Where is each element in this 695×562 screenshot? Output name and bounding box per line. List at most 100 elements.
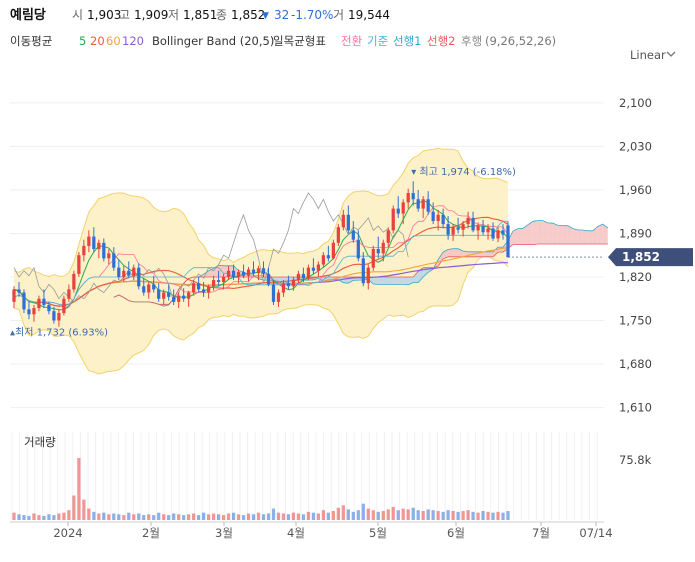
candle[interactable] [122,265,126,282]
candle[interactable] [471,211,475,233]
candle[interactable] [226,265,231,281]
candle[interactable] [162,289,166,305]
candle[interactable] [137,263,141,290]
candle[interactable] [431,202,435,225]
candle[interactable] [147,281,151,299]
candle[interactable] [77,252,81,277]
candle[interactable] [356,230,360,262]
candle[interactable] [306,264,311,281]
candle[interactable] [441,208,445,229]
candle[interactable] [351,221,355,243]
candle[interactable] [456,217,460,234]
candle[interactable] [67,284,71,302]
candle[interactable] [102,238,106,262]
candle[interactable] [486,224,490,240]
candle[interactable] [266,267,271,287]
candle[interactable] [301,267,306,282]
candle[interactable] [496,227,500,243]
candle[interactable] [172,289,176,305]
candle[interactable] [361,252,365,287]
candle[interactable] [311,258,316,274]
candle[interactable] [376,236,380,259]
candle[interactable] [316,261,321,277]
chevron-down-icon[interactable] [666,51,676,57]
candle[interactable] [22,289,26,314]
candle[interactable] [321,252,325,268]
candle[interactable] [112,247,116,271]
candle[interactable] [366,264,370,290]
candle[interactable] [466,211,470,229]
candle[interactable] [401,199,405,225]
candle[interactable] [446,216,450,240]
candle[interactable] [476,222,480,240]
candlestick-series[interactable] [12,181,510,327]
candle[interactable] [371,245,375,271]
candle[interactable] [331,239,335,260]
candle[interactable] [426,191,430,215]
candle[interactable] [256,265,261,281]
candle[interactable] [142,278,146,296]
candle[interactable] [241,264,246,279]
candle[interactable] [117,259,121,281]
bollinger-label[interactable]: Bollinger Band (20,5) [152,34,274,48]
candle[interactable] [221,273,226,290]
candle[interactable] [107,249,111,265]
candle[interactable] [82,239,86,262]
scale-selector-label[interactable]: Linear [630,48,666,62]
ma-60-label[interactable]: 60 [106,34,121,48]
candle[interactable] [391,205,395,234]
candle[interactable] [421,196,425,218]
candle[interactable] [291,276,296,291]
candle[interactable] [346,205,350,234]
candle[interactable] [436,209,440,231]
candle[interactable] [406,188,410,209]
candle[interactable] [381,239,385,262]
candle[interactable] [481,219,485,235]
candle[interactable] [62,295,66,316]
candle[interactable] [341,209,345,231]
candle[interactable] [152,275,156,293]
candle[interactable] [97,239,101,259]
candle[interactable] [32,304,36,322]
candle[interactable] [286,275,291,290]
candle[interactable] [276,289,281,307]
candle[interactable] [92,227,96,253]
candle[interactable] [17,281,21,297]
candle[interactable] [72,270,76,293]
candle[interactable] [52,306,56,324]
candle[interactable] [201,281,206,297]
candle[interactable] [42,289,46,309]
candle[interactable] [271,280,276,305]
candle[interactable] [12,286,16,309]
candle[interactable] [177,292,181,309]
ma-120-label[interactable]: 120 [122,34,144,48]
candle[interactable] [87,230,91,253]
candle[interactable] [211,275,216,291]
candle[interactable] [197,276,201,293]
candle[interactable] [157,283,161,302]
ichimoku-label[interactable]: 일목균형표 [273,34,326,48]
candle[interactable] [416,189,420,212]
candle[interactable] [461,221,465,237]
candle[interactable] [501,224,505,240]
candle[interactable] [336,224,340,246]
candle[interactable] [296,270,301,284]
candle[interactable] [192,280,196,296]
candle[interactable] [206,284,211,299]
candle[interactable] [491,222,495,241]
candle[interactable] [216,270,221,287]
candle[interactable] [187,290,191,307]
candle[interactable] [396,196,400,218]
candle[interactable] [47,301,51,315]
ma-20-label[interactable]: 20 [90,34,105,48]
candle[interactable] [281,280,286,297]
candle[interactable] [506,221,510,258]
scale-selector[interactable]: Linear [630,48,676,62]
candle[interactable] [27,301,31,320]
candle[interactable] [132,264,136,281]
candle[interactable] [37,295,41,312]
candle[interactable] [411,181,415,206]
candle[interactable] [167,284,171,301]
candle[interactable] [236,269,241,284]
